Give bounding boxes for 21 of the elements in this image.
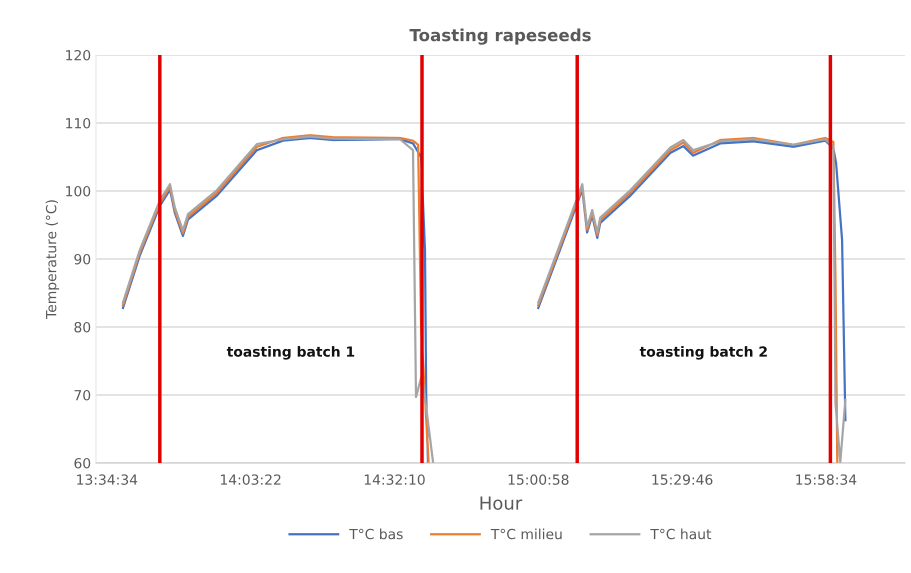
y-axis-title: Temperature (°C) xyxy=(46,200,60,319)
x-tick-label: 14:32:10 xyxy=(364,474,425,485)
y-tick-label: 70 xyxy=(74,390,90,400)
x-tick-label: 14:03:22 xyxy=(220,474,280,485)
legend-label: T°C haut xyxy=(650,528,712,540)
x-tick-label: 15:29:46 xyxy=(652,474,712,485)
x-tick-label: 15:00:58 xyxy=(508,474,569,485)
y-tick-label: 80 xyxy=(74,322,90,332)
y-tick-label: 120 xyxy=(66,50,90,60)
x-tick-label: 13:34:34 xyxy=(77,474,138,485)
annotation: toasting batch 2 xyxy=(640,346,767,360)
y-tick-label: 90 xyxy=(74,254,90,264)
annotation: toasting batch 1 xyxy=(226,346,354,360)
x-tick-label: 15:58:34 xyxy=(796,474,856,485)
y-tick-label: 60 xyxy=(74,458,90,468)
y-tick-label: 100 xyxy=(66,186,90,196)
x-axis-title: Hour xyxy=(480,496,522,510)
legend-label: T°C milieu xyxy=(490,528,562,540)
chart-title: Toasting rapeseeds xyxy=(410,28,591,45)
legend-label: T°C bas xyxy=(349,528,403,540)
y-tick-label: 110 xyxy=(66,118,90,128)
